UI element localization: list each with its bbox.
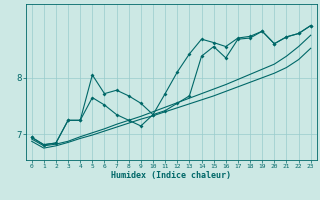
X-axis label: Humidex (Indice chaleur): Humidex (Indice chaleur) [111,171,231,180]
